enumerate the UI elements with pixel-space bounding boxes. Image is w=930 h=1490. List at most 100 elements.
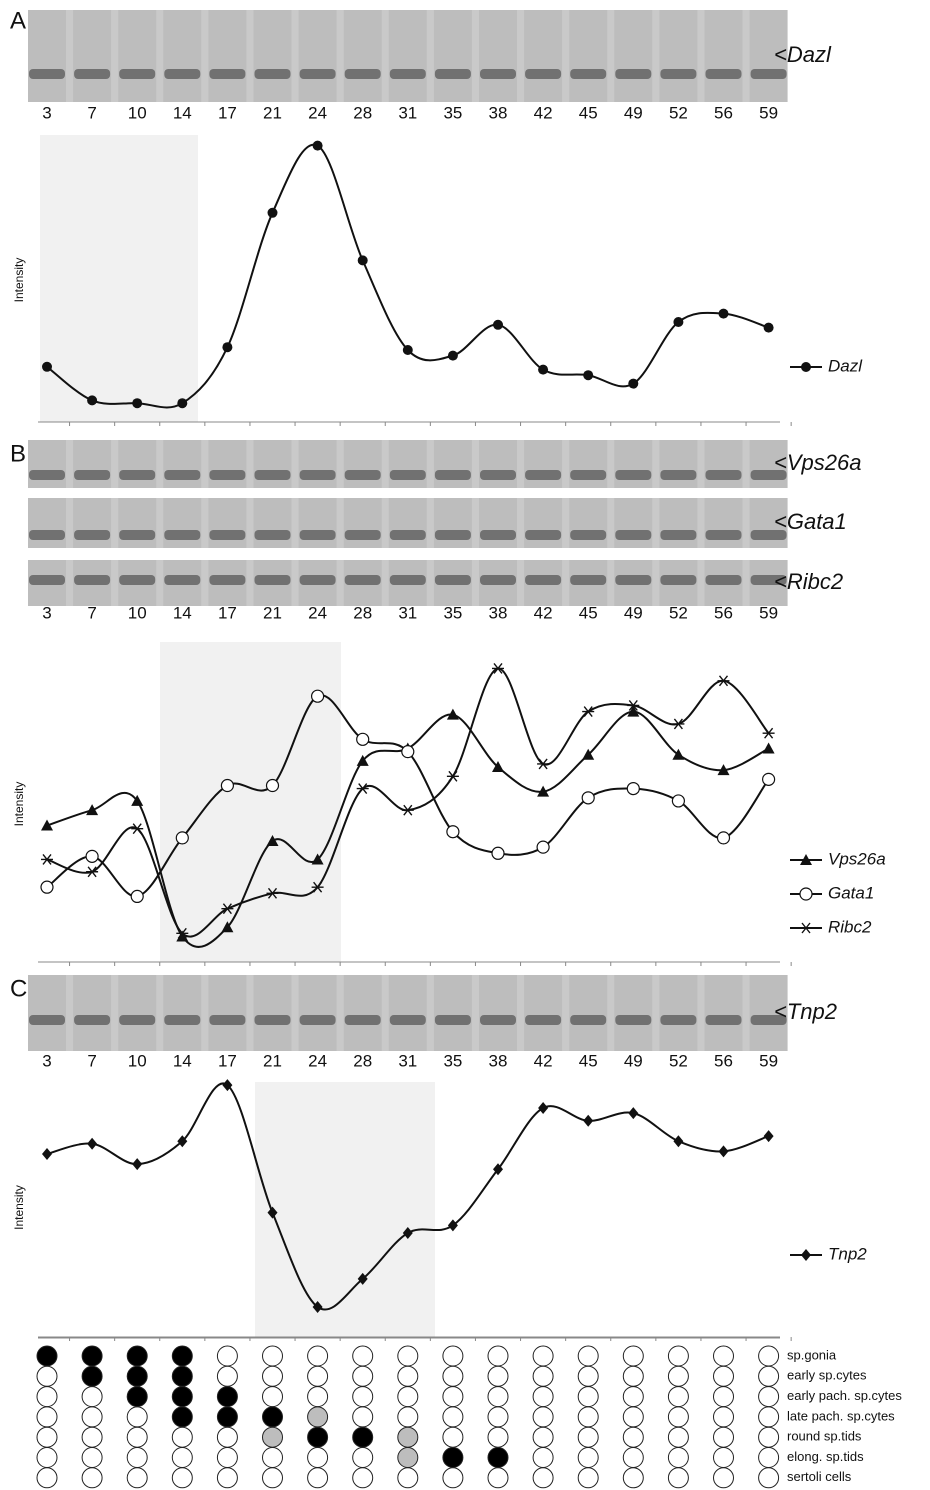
cell-dot <box>443 1366 463 1386</box>
cell-dot <box>37 1366 57 1386</box>
cell-dot <box>578 1366 598 1386</box>
cell-dot <box>578 1407 598 1427</box>
marker <box>672 795 684 807</box>
cell-dot <box>263 1427 283 1447</box>
gel-band <box>480 575 516 585</box>
gel-band <box>300 575 336 585</box>
cell-dot <box>37 1448 57 1468</box>
marker <box>719 1145 729 1157</box>
lane-label: 52 <box>669 603 688 622</box>
cell-dot <box>353 1448 373 1468</box>
legend-marker <box>800 888 812 900</box>
cell-dot <box>668 1346 688 1366</box>
cell-dot <box>82 1407 102 1427</box>
cell-dot <box>217 1366 237 1386</box>
gel-lane <box>254 975 292 1051</box>
cell-dot <box>37 1346 57 1366</box>
gel-band <box>525 1015 561 1025</box>
gel-lane <box>569 10 607 102</box>
cell-dot <box>127 1366 147 1386</box>
gel-lane <box>118 975 156 1051</box>
gel-lane <box>28 440 66 488</box>
cell-dot <box>172 1407 192 1427</box>
marker <box>628 379 638 389</box>
gel-band <box>164 69 200 79</box>
cell-dot <box>172 1448 192 1468</box>
gel-band <box>660 470 696 480</box>
lane-label: 28 <box>353 103 372 122</box>
gel-band <box>660 575 696 585</box>
cell-dot <box>398 1407 418 1427</box>
cell-dot <box>217 1407 237 1427</box>
cell-dot <box>263 1366 283 1386</box>
gel-band <box>255 530 291 540</box>
cell-dot <box>623 1407 643 1427</box>
lane-label: 59 <box>759 103 778 122</box>
y-axis-label: Intensity <box>12 1185 26 1230</box>
cell-dot <box>217 1468 237 1488</box>
gel-lane <box>705 440 743 488</box>
cell-dot <box>353 1427 373 1447</box>
gel-band <box>119 1015 155 1025</box>
lane-label: 14 <box>173 603 192 622</box>
gel-lane <box>208 498 246 548</box>
cell-dot <box>353 1387 373 1407</box>
gel-band <box>525 530 561 540</box>
gel-lane <box>163 10 201 102</box>
marker <box>583 1115 593 1127</box>
gel-lane <box>389 498 427 548</box>
marker <box>132 1158 142 1170</box>
cell-dot <box>263 1346 283 1366</box>
lane-label: 49 <box>624 603 643 622</box>
marker <box>627 783 639 795</box>
gel-lane <box>28 10 66 102</box>
gel-lane <box>208 975 246 1051</box>
gel-lane <box>118 498 156 548</box>
gel-label: <Tnp2 <box>774 999 837 1024</box>
y-axis-label: Intensity <box>12 258 26 303</box>
marker <box>222 342 232 352</box>
gel-band <box>164 575 200 585</box>
gel-band <box>435 470 471 480</box>
cell-dot <box>714 1448 734 1468</box>
cell-dot <box>127 1448 147 1468</box>
cell-dot <box>82 1387 102 1407</box>
marker <box>447 771 459 781</box>
marker <box>41 881 53 893</box>
gel-band <box>300 1015 336 1025</box>
cell-dot <box>443 1387 463 1407</box>
lane-label: 38 <box>489 603 508 622</box>
lane-label: 14 <box>173 1051 192 1070</box>
shaded-region <box>160 642 341 962</box>
lane-label: 17 <box>218 103 237 122</box>
marker <box>267 780 279 792</box>
cell-dot <box>533 1387 553 1407</box>
marker <box>673 1135 683 1147</box>
cell-dot <box>172 1346 192 1366</box>
gel-band <box>615 575 651 585</box>
marker <box>87 1138 97 1150</box>
gel-lane <box>569 975 607 1051</box>
cell-dot <box>263 1448 283 1468</box>
lane-label: 56 <box>714 603 733 622</box>
marker <box>86 850 98 862</box>
gel-band <box>255 470 291 480</box>
lane-label: 28 <box>353 603 372 622</box>
cell-dot <box>37 1387 57 1407</box>
cell-dot <box>623 1366 643 1386</box>
marker <box>221 780 233 792</box>
gel-lane <box>614 498 652 548</box>
cell-dot <box>263 1387 283 1407</box>
cell-dot <box>172 1468 192 1488</box>
marker <box>448 1219 458 1231</box>
cell-dot <box>488 1346 508 1366</box>
gel-band <box>209 1015 245 1025</box>
cell-dot <box>127 1346 147 1366</box>
gel-lane <box>614 975 652 1051</box>
gel-band <box>164 1015 200 1025</box>
gel-band <box>74 530 110 540</box>
marker <box>763 743 775 754</box>
cell-dot <box>398 1427 418 1447</box>
marker <box>538 365 548 375</box>
gel-lane <box>73 498 111 548</box>
